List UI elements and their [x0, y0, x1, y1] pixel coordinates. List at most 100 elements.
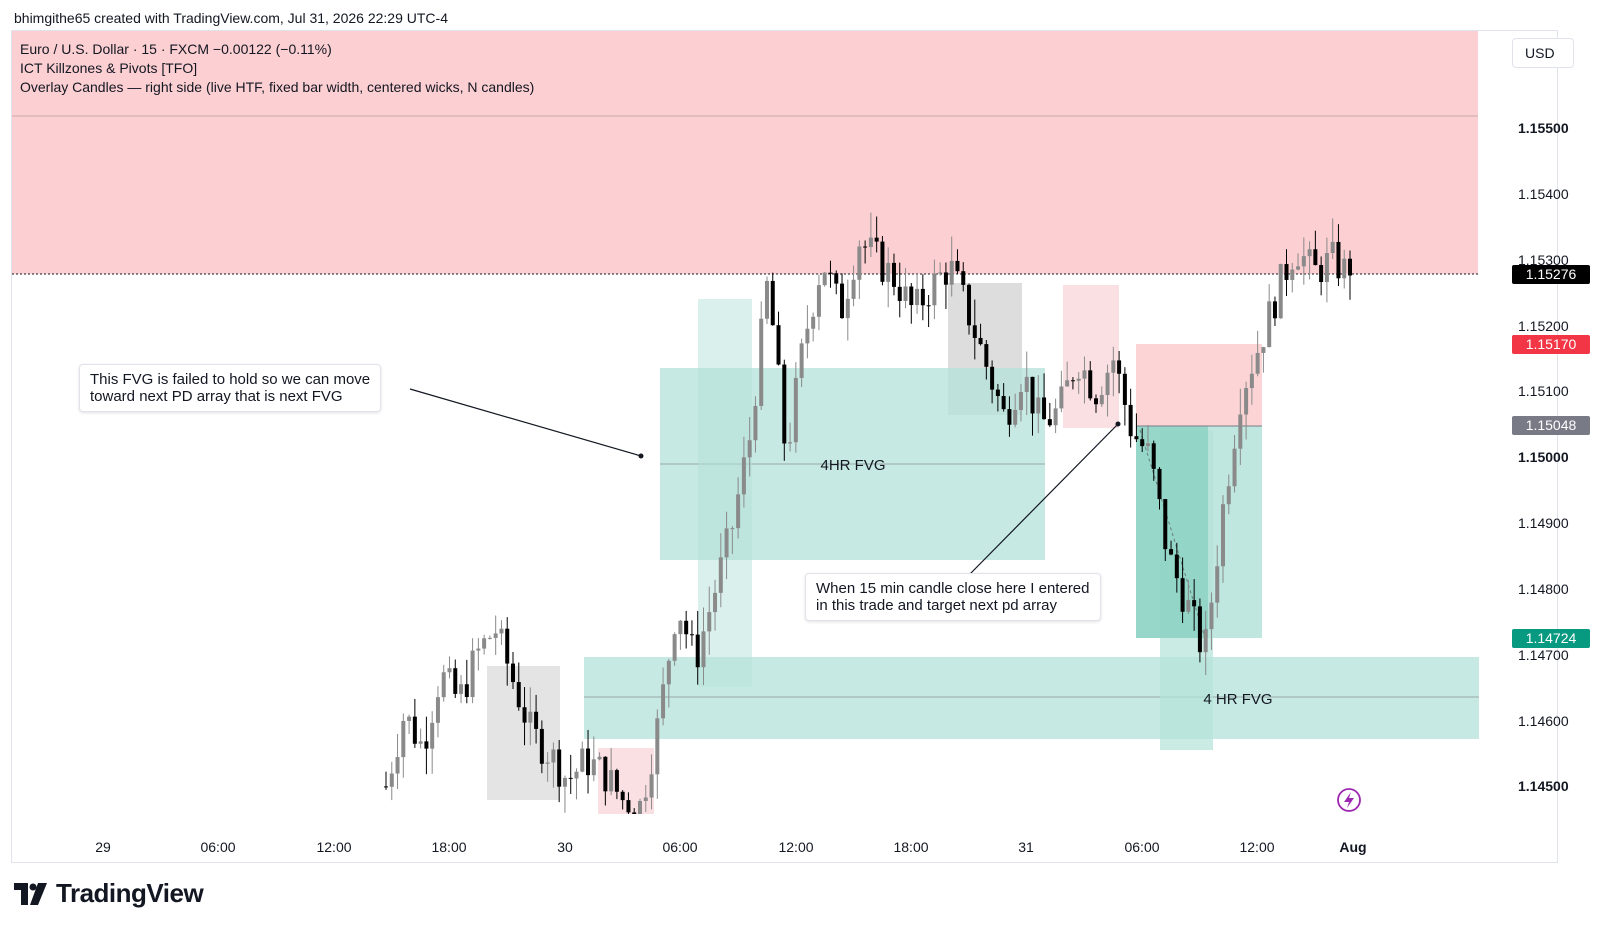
candle-up: [447, 668, 452, 673]
candle-up: [493, 633, 498, 638]
time-axis-label: 31: [1018, 839, 1034, 855]
candle-down: [874, 237, 879, 242]
candle-down: [920, 288, 925, 306]
note-entry-line-2: in this trade and target next pd array: [816, 597, 1057, 614]
candle-up: [1290, 269, 1295, 280]
candle-up: [1065, 380, 1070, 387]
candle-down: [891, 262, 896, 287]
candle-down: [614, 770, 619, 792]
candle-up: [470, 650, 475, 697]
candle-down: [955, 260, 960, 272]
candle-up: [562, 777, 567, 787]
candle-down: [863, 246, 868, 248]
price-axis-label: 1.15300: [1518, 251, 1569, 268]
candle-down: [1042, 397, 1047, 420]
candle-up: [1226, 486, 1231, 505]
note-entry-line-1: When 15 min candle close here I entered: [816, 580, 1090, 597]
candle-up: [759, 318, 764, 406]
candle-down: [1140, 439, 1145, 447]
candle-down: [1272, 301, 1277, 319]
candle-up: [545, 762, 550, 764]
candle-down: [1070, 380, 1075, 382]
fvg-lower-label: 4 HR FVG: [1203, 691, 1272, 708]
candle-down: [632, 812, 637, 814]
note-entry[interactable]: When 15 min candle close here I entered …: [805, 573, 1101, 621]
candle-down: [984, 344, 989, 367]
candle-up: [707, 612, 712, 632]
candle-down: [1047, 419, 1052, 426]
candle-up: [591, 759, 596, 776]
candle-up: [1342, 258, 1347, 279]
candle-up: [799, 343, 804, 378]
candle-up: [730, 528, 735, 530]
candle-down: [505, 628, 510, 664]
candle-up: [649, 774, 654, 798]
candle-up: [1105, 372, 1110, 396]
legend-indicator-1[interactable]: ICT Killzones & Pivots [TFO]: [20, 60, 198, 76]
currency-button[interactable]: USD: [1512, 38, 1574, 68]
candle-down: [510, 663, 515, 683]
candle-up: [580, 748, 585, 772]
price-axis-label: 1.15100: [1518, 383, 1569, 400]
candle-down: [1180, 578, 1185, 612]
tradingview-logo[interactable]: TradingView: [14, 878, 204, 909]
time-axis-label: 06:00: [662, 839, 698, 855]
candle-up: [1238, 414, 1243, 449]
candle-up: [1099, 395, 1104, 405]
legend-symbol[interactable]: Euro / U.S. Dollar · 15 · FXCM −0.00122 …: [20, 41, 332, 57]
legend-indicator-2[interactable]: Overlay Candles — right side (live HTF, …: [20, 79, 535, 95]
note-pointer-line-2: [969, 423, 1119, 575]
candle-down: [1030, 376, 1035, 414]
candle-down: [972, 325, 977, 338]
candle-up: [1203, 629, 1208, 653]
candle-up: [528, 711, 533, 723]
candle-up: [418, 741, 423, 744]
candle-up: [805, 328, 810, 344]
candle-down: [770, 280, 775, 326]
premium-zone: [12, 31, 1478, 274]
candle-up: [1215, 566, 1220, 603]
fvg-upper-label: 4HR FVG: [820, 457, 885, 474]
candle-down: [840, 283, 845, 319]
candle-down: [534, 711, 539, 729]
candle-up: [435, 697, 440, 723]
candle-down: [1336, 241, 1341, 279]
candle-down: [412, 716, 417, 744]
candle-up: [395, 757, 400, 774]
time-axis-label: 18:00: [893, 839, 929, 855]
time-axis-label: 12:00: [316, 839, 352, 855]
lightning-icon[interactable]: [1337, 788, 1361, 812]
candle-down: [557, 749, 562, 787]
candle-up: [724, 528, 729, 558]
candle-down: [1094, 398, 1099, 405]
candle-down: [464, 684, 469, 697]
candle-up: [949, 260, 954, 285]
candle-up: [1145, 443, 1150, 447]
candle-down: [995, 389, 1000, 397]
candle-down: [834, 273, 839, 284]
candle-up: [822, 272, 827, 286]
candle-up: [753, 405, 758, 441]
candle-up: [1278, 264, 1283, 319]
candle-up: [1244, 388, 1249, 415]
candle-up: [401, 720, 406, 758]
candle-down: [568, 777, 573, 779]
price-axis-label: 1.14800: [1518, 580, 1569, 597]
candle-down: [516, 682, 521, 708]
candle-up: [655, 718, 660, 775]
candle-up: [1053, 408, 1058, 426]
candle-up: [1036, 397, 1041, 414]
candle-down: [620, 791, 625, 801]
trade-risk-zone: [1136, 344, 1262, 426]
candle-down: [967, 284, 972, 326]
candle-up: [476, 648, 481, 651]
price-axis-label: 1.15200: [1518, 317, 1569, 334]
candle-up: [1301, 256, 1306, 267]
candle-up: [1261, 347, 1266, 353]
candle-up: [811, 316, 816, 329]
candle-up: [764, 280, 769, 319]
note-fvg-failed[interactable]: This FVG is failed to hold so we can mov…: [79, 364, 382, 412]
time-axis-label: 06:00: [200, 839, 236, 855]
candle-down: [897, 286, 902, 301]
